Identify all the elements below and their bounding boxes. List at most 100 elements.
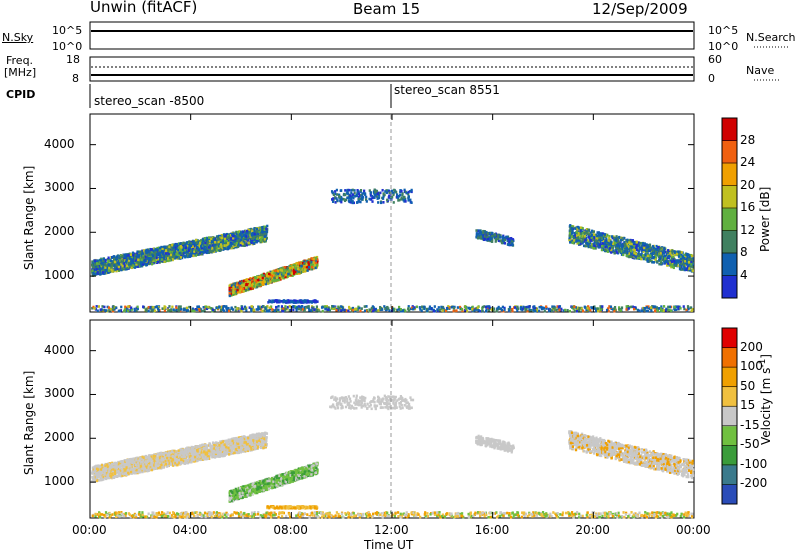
echo-cell	[197, 248, 200, 252]
echo-cell	[377, 201, 380, 204]
echo-cell	[92, 272, 95, 276]
echo-cell	[101, 271, 105, 274]
echo-cell	[113, 264, 116, 267]
echo-cell	[256, 232, 259, 236]
echo-cell	[171, 243, 174, 247]
echo-cell	[477, 236, 480, 239]
echo-cell	[216, 243, 219, 246]
echo-cell	[152, 249, 155, 253]
echo-cell	[130, 257, 133, 261]
echo-cell	[494, 237, 498, 241]
echo-cell	[161, 252, 165, 256]
echo-cell	[210, 237, 213, 241]
echo-cell	[192, 254, 195, 258]
echo-cell	[176, 245, 180, 248]
echo-cell	[261, 226, 264, 229]
echo-cell	[384, 190, 387, 193]
echo-cell	[161, 249, 164, 253]
echo-cell	[168, 245, 171, 249]
echo-cell	[138, 250, 141, 254]
echo-cell	[160, 258, 163, 261]
echo-cell	[263, 237, 267, 241]
echo-cell	[373, 188, 376, 192]
echo-cell	[106, 258, 109, 261]
echo-cell	[248, 231, 251, 234]
freq-hi-label: 18	[66, 53, 80, 66]
echo-cell	[382, 201, 385, 204]
echo-cell	[219, 249, 222, 252]
echo-cell	[156, 252, 159, 256]
echo-cell	[215, 248, 219, 252]
echo-cell	[494, 233, 497, 237]
echo-cell	[236, 245, 239, 249]
echo-cell	[292, 272, 295, 275]
nave-lo-label: 0	[708, 72, 715, 85]
echo-cell	[477, 232, 480, 236]
echo-cell	[254, 276, 257, 280]
echo-cell	[494, 240, 497, 243]
echo-cell	[302, 300, 305, 304]
echo-cell	[305, 265, 308, 269]
echo-cell	[208, 244, 212, 247]
echo-cell	[253, 284, 256, 288]
echo-cell	[100, 269, 103, 272]
echo-cell	[111, 270, 114, 273]
echo-cell	[116, 261, 119, 264]
echo-cell	[340, 189, 343, 192]
echo-cell	[410, 201, 413, 204]
echo-cell	[225, 241, 228, 245]
echo-cell	[125, 267, 128, 271]
echo-cell	[401, 192, 404, 195]
echo-cell	[213, 244, 216, 247]
echo-cell	[107, 259, 110, 263]
echo-cell	[332, 193, 335, 197]
echo-cell	[351, 193, 354, 196]
echo-cell	[205, 238, 208, 242]
echo-cell	[245, 243, 248, 247]
echo-cell	[236, 288, 239, 292]
echo-cell	[157, 250, 161, 254]
echo-cell	[274, 299, 277, 303]
echo-cell	[159, 251, 162, 254]
echo-cell	[255, 240, 258, 244]
echo-cell	[150, 260, 153, 263]
echo-cell	[349, 194, 352, 198]
echo-cell	[275, 276, 278, 279]
echo-cell	[153, 259, 156, 263]
echo-cell	[118, 268, 121, 272]
echo-cell	[206, 249, 210, 252]
echo-cell	[265, 230, 268, 234]
echo-cell	[95, 262, 99, 265]
echo-cell	[107, 256, 110, 260]
echo-cell	[150, 262, 154, 266]
echo-cell	[100, 267, 103, 271]
nsearch-label: N.Search	[746, 31, 796, 44]
echo-cell	[511, 243, 514, 247]
echo-cell	[278, 299, 281, 303]
echo-cell	[400, 198, 403, 201]
echo-cell	[156, 248, 159, 251]
echo-cell	[283, 265, 286, 269]
echo-cell	[114, 267, 117, 271]
echo-cell	[245, 229, 248, 233]
echo-cell	[390, 189, 394, 193]
echo-cell	[261, 276, 264, 280]
echo-cell	[229, 237, 232, 241]
echo-cell	[356, 201, 359, 204]
echo-cell	[240, 287, 243, 290]
echo-cell	[278, 274, 282, 278]
echo-cell	[142, 256, 146, 260]
echo-cell	[242, 233, 246, 237]
echo-cell	[400, 189, 403, 193]
power-panel-frame	[89, 113, 695, 313]
echo-cell	[248, 281, 252, 284]
echo-cell	[409, 198, 412, 202]
echo-cell	[119, 256, 122, 259]
echo-cell	[266, 224, 269, 228]
echo-cell	[359, 189, 363, 192]
echo-cell	[271, 279, 274, 282]
echo-cell	[96, 271, 99, 274]
echo-cell	[155, 260, 158, 263]
echo-cell	[292, 301, 295, 304]
